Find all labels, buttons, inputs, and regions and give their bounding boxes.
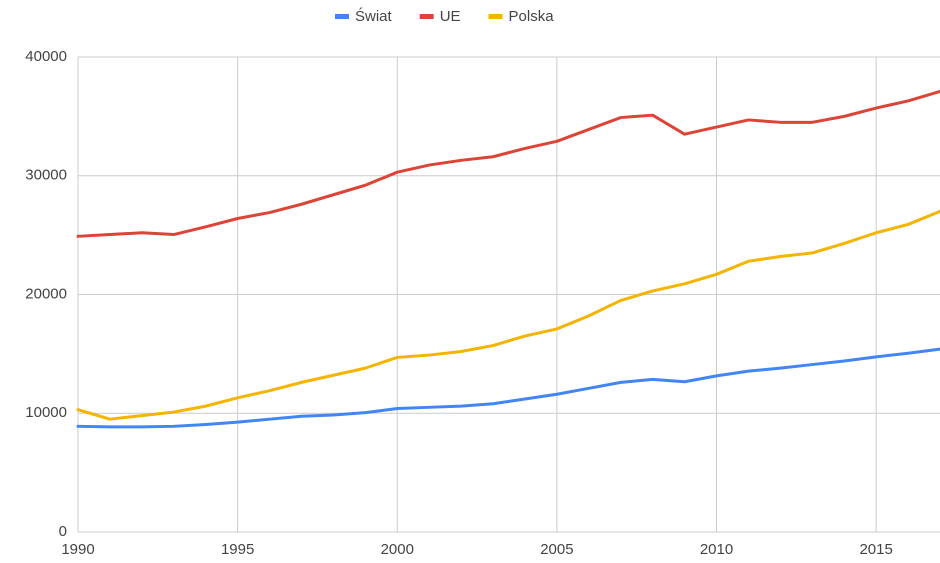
x-tick-label: 1990 bbox=[61, 541, 94, 558]
series-line bbox=[76, 89, 940, 238]
legend-swatch bbox=[335, 14, 349, 19]
legend-swatch bbox=[419, 14, 434, 19]
lines bbox=[76, 89, 940, 429]
series-line bbox=[76, 347, 940, 429]
x-tick-label: 1995 bbox=[221, 541, 254, 558]
y-tick-label: 30000 bbox=[25, 167, 67, 184]
legend-label: Polska bbox=[509, 8, 555, 25]
legend: Świat UE Polska bbox=[335, 7, 554, 25]
y-tick-label: 0 bbox=[59, 523, 67, 540]
grid bbox=[77, 56, 940, 533]
legend-label: UE bbox=[440, 8, 461, 25]
legend-swatch bbox=[488, 14, 503, 19]
y-tick-label: 20000 bbox=[25, 285, 67, 302]
x-tick-label: 2000 bbox=[381, 541, 414, 558]
series-line bbox=[76, 209, 940, 421]
y-tick-label: 40000 bbox=[25, 48, 67, 65]
x-tick-label: 2015 bbox=[859, 541, 892, 558]
legend-label: Świat bbox=[355, 7, 393, 25]
x-tick-label: 2010 bbox=[700, 541, 733, 558]
y-tick-label: 10000 bbox=[25, 404, 67, 421]
labels: 0 10000 20000 30000 40000 1990 1995 2000 2005 201… bbox=[25, 48, 893, 558]
x-tick-label: 2005 bbox=[540, 541, 573, 558]
